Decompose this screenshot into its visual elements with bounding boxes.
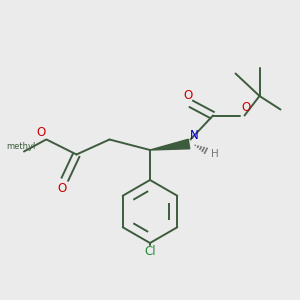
Text: O: O (241, 101, 250, 114)
Text: H: H (211, 149, 219, 159)
Polygon shape (150, 139, 190, 150)
Text: O: O (58, 182, 67, 195)
Text: N: N (190, 129, 199, 142)
Text: Cl: Cl (144, 245, 156, 258)
Text: methyl: methyl (7, 142, 36, 151)
Text: O: O (184, 89, 193, 102)
Text: O: O (37, 126, 46, 139)
